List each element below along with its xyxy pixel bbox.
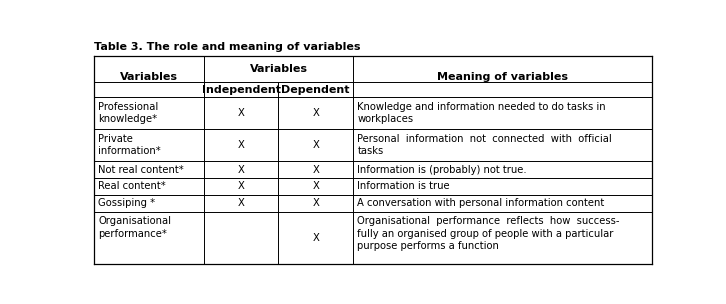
Text: X: X: [312, 109, 319, 119]
Text: Real content*: Real content*: [98, 181, 166, 192]
Text: Knowledge and information needed to do tasks in
workplaces: Knowledge and information needed to do t…: [357, 102, 606, 124]
Text: Variables: Variables: [250, 64, 308, 74]
Text: X: X: [312, 140, 319, 150]
Text: X: X: [312, 198, 319, 208]
Text: Dependent: Dependent: [282, 85, 350, 95]
Text: X: X: [238, 181, 245, 192]
Text: Private
information*: Private information*: [98, 133, 161, 156]
Text: Personal  information  not  connected  with  official
tasks: Personal information not connected with …: [357, 133, 612, 156]
Text: X: X: [312, 233, 319, 243]
Text: Organisational
performance*: Organisational performance*: [98, 216, 171, 239]
Text: X: X: [238, 198, 245, 208]
Text: Meaning of variables: Meaning of variables: [437, 72, 568, 82]
Text: X: X: [312, 181, 319, 192]
Text: Variables: Variables: [120, 72, 178, 82]
Text: Not real content*: Not real content*: [98, 164, 184, 174]
Text: Professional
knowledge*: Professional knowledge*: [98, 102, 158, 124]
Text: Organisational  performance  reflects  how  success-
fully an organised group of: Organisational performance reflects how …: [357, 216, 620, 251]
Text: Table 3. The role and meaning of variables: Table 3. The role and meaning of variabl…: [94, 42, 360, 52]
Text: X: X: [238, 140, 245, 150]
Text: Information is (probably) not true.: Information is (probably) not true.: [357, 164, 527, 174]
Text: Gossiping *: Gossiping *: [98, 198, 155, 208]
Text: X: X: [238, 164, 245, 174]
Text: X: X: [312, 164, 319, 174]
Text: A conversation with personal information content: A conversation with personal information…: [357, 198, 605, 208]
Text: Information is true: Information is true: [357, 181, 450, 192]
Text: Independent: Independent: [202, 85, 281, 95]
Text: X: X: [238, 109, 245, 119]
